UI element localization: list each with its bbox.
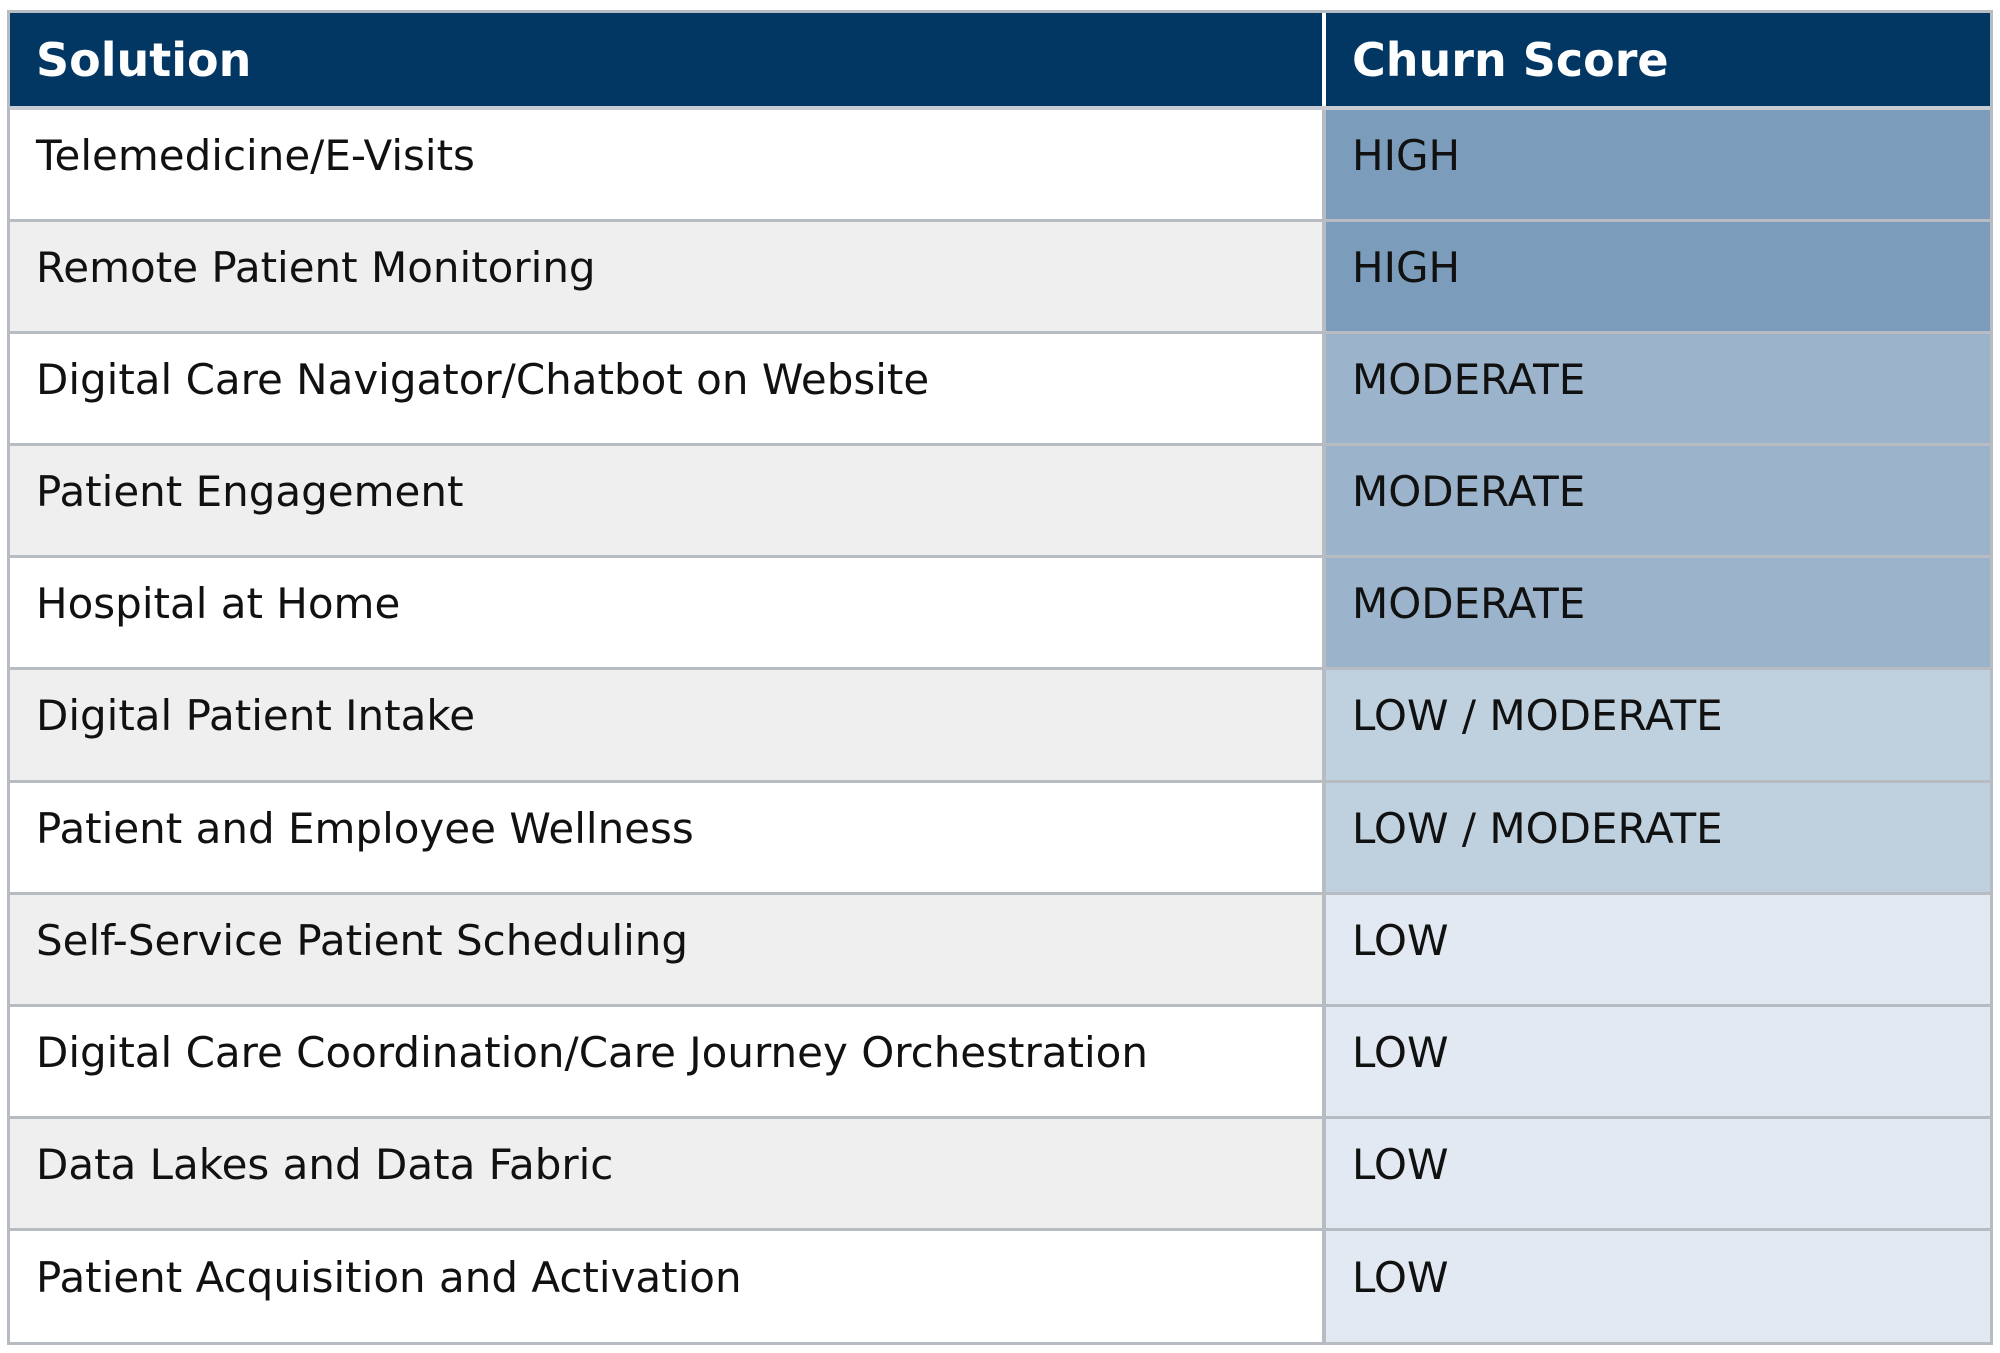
solution-cell: Patient and Employee Wellness — [10, 779, 1326, 894]
churn-score-cell: HIGH — [1324, 106, 1990, 221]
table-row: Hospital at Home MODERATE — [10, 555, 1990, 669]
churn-score-cell: LOW — [1324, 1003, 1990, 1118]
table-row: Telemedicine/E-Visits HIGH — [10, 106, 1990, 221]
solution-cell: Telemedicine/E-Visits — [10, 106, 1326, 221]
churn-score-cell: HIGH — [1324, 218, 1990, 333]
solution-cell: Remote Patient Monitoring — [10, 218, 1326, 333]
churn-score-cell: MODERATE — [1324, 330, 1990, 445]
solution-cell: Data Lakes and Data Fabric — [10, 1116, 1326, 1230]
solution-cell: Digital Patient Intake — [10, 667, 1326, 782]
table-row: Digital Care Navigator/Chatbot on Websit… — [10, 330, 1990, 445]
solution-cell: Patient Engagement — [10, 443, 1326, 557]
churn-score-cell: LOW — [1324, 891, 1990, 1006]
table-row: Patient and Employee Wellness LOW / MODE… — [10, 779, 1990, 894]
solution-cell: Patient Acquisition and Activation — [10, 1228, 1326, 1342]
solution-cell: Self-Service Patient Scheduling — [10, 891, 1326, 1006]
table-header-row: Solution Churn Score — [10, 13, 1990, 110]
solution-cell: Digital Care Navigator/Chatbot on Websit… — [10, 330, 1326, 445]
table-row: Digital Patient Intake LOW / MODERATE — [10, 667, 1990, 782]
churn-score-cell: LOW / MODERATE — [1324, 779, 1990, 894]
header-churn-score: Churn Score — [1324, 13, 1990, 110]
table-row: Digital Care Coordination/Care Journey O… — [10, 1003, 1990, 1118]
churn-score-cell: LOW — [1324, 1228, 1990, 1342]
header-solution: Solution — [10, 13, 1326, 110]
churn-score-table-frame: Solution Churn Score Telemedicine/E-Visi… — [7, 10, 1993, 1345]
table-row: Self-Service Patient Scheduling LOW — [10, 891, 1990, 1006]
table-row: Patient Engagement MODERATE — [10, 443, 1990, 557]
churn-score-cell: LOW — [1324, 1116, 1990, 1230]
table-row: Remote Patient Monitoring HIGH — [10, 218, 1990, 333]
churn-score-cell: MODERATE — [1324, 443, 1990, 557]
churn-score-cell: LOW / MODERATE — [1324, 667, 1990, 782]
churn-score-cell: MODERATE — [1324, 555, 1990, 669]
solution-cell: Digital Care Coordination/Care Journey O… — [10, 1003, 1326, 1118]
churn-score-table: Solution Churn Score Telemedicine/E-Visi… — [10, 13, 1990, 1342]
table-body: Telemedicine/E-Visits HIGH Remote Patien… — [10, 106, 1990, 1342]
table-row: Data Lakes and Data Fabric LOW — [10, 1116, 1990, 1230]
table-row: Patient Acquisition and Activation LOW — [10, 1228, 1990, 1342]
solution-cell: Hospital at Home — [10, 555, 1326, 669]
